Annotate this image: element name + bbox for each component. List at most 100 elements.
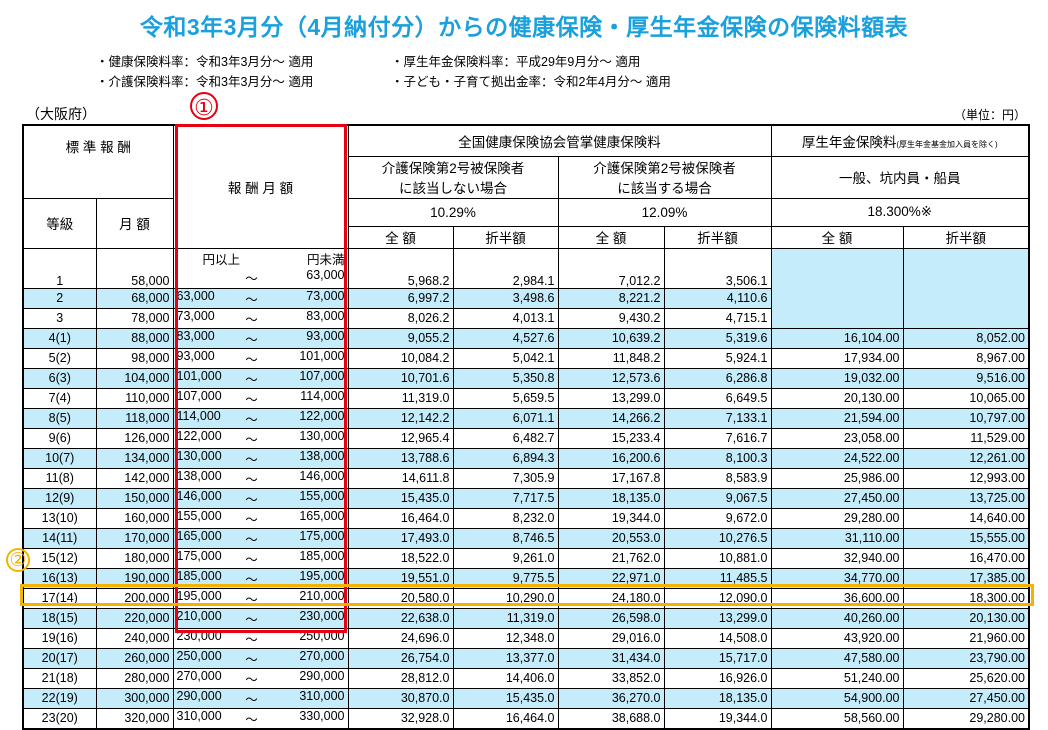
nc-full-cell: 17,493.0 (347, 527, 454, 549)
monthly-cell: 134,000 (95, 447, 174, 469)
range-to: 195,000 (299, 568, 345, 583)
c-half-cell: 4,110.6 (663, 287, 772, 309)
nc-half-cell: 5,350.8 (452, 367, 559, 389)
table-row: 16(13) 190,000 185,000 ～ 195,000 19,551.0 9,77… (22, 567, 1030, 589)
p-full-cell: 21,594.00 (770, 407, 904, 429)
table-row: 13(10) 160,000 155,000 ～ 165,000 16,464.0 8,23… (22, 507, 1030, 529)
range-tilde: ～ (245, 412, 258, 427)
c-half-cell: 9,672.0 (663, 507, 772, 529)
nc-full-cell: 5,968.2 (347, 247, 454, 289)
table-row: 5(2) 98,000 93,000 ～ 101,000 10,084.2 5,042.1 1… (22, 347, 1030, 369)
range-cell: 185,000 ～ 195,000 (172, 567, 349, 589)
rate-no-care: 10.29% (347, 197, 559, 227)
range-from: 114,000 (176, 408, 221, 423)
range-tilde: ～ (245, 352, 258, 367)
range-to: 73,000 (306, 288, 345, 303)
range-from: 122,000 (176, 428, 222, 443)
c-full-cell: 24,180.0 (557, 587, 665, 609)
header-standard-remuneration: 標 準 報 酬 (22, 124, 174, 199)
p-full-cell: 19,032.00 (770, 367, 904, 389)
range-tilde: ～ (245, 271, 258, 286)
c-half-cell: 12,090.0 (663, 587, 772, 609)
rate-care: 12.09% (557, 197, 772, 227)
range-values: 290,000 ～ 310,000 (177, 689, 345, 707)
range-tilde: ～ (245, 572, 258, 587)
nc-half-cell: 8,232.0 (452, 507, 559, 529)
range-values: 130,000 ～ 138,000 (176, 448, 345, 467)
prefecture-label: （大阪府） (26, 106, 96, 122)
range-values: 93,000 ～ 101,000 (177, 349, 345, 367)
grade-cell: 8(5) (22, 407, 97, 429)
care-line2: に該当する場合 (617, 181, 712, 196)
monthly-cell: 110,000 (95, 387, 174, 409)
grade-cell: 4(1) (22, 327, 97, 349)
nc-half-cell: 6,894.3 (452, 447, 559, 469)
range-values: 250,000 ～ 270,000 (177, 648, 345, 667)
header-no-care: 介護保険第2号被保険者 に該当しない場合 (347, 155, 559, 199)
c-full-cell: 10,639.2 (557, 327, 665, 349)
monthly-cell: 150,000 (95, 487, 174, 509)
range-to: 250,000 (299, 628, 345, 643)
p-half-cell: 21,960.00 (902, 627, 1030, 649)
range-from: 155,000 (176, 508, 222, 523)
p-half-cell: 9,516.00 (902, 367, 1030, 389)
range-to: 93,000 (306, 328, 345, 343)
p-half-cell: 29,280.00 (902, 707, 1030, 729)
nc-half-cell: 7,305.9 (452, 467, 559, 489)
nc-full-cell: 10,701.6 (347, 367, 454, 389)
p-half-cell: 23,790.00 (902, 647, 1030, 669)
range-values: ～ 63,000 (177, 268, 344, 287)
p-half-cell: 8,967.00 (902, 347, 1030, 369)
range-cell: 101,000 ～ 107,000 (172, 367, 349, 389)
range-from: 73,000 (176, 308, 215, 323)
grade-cell: 23(20) (22, 707, 97, 729)
range-to: 330,000 (299, 708, 345, 723)
range-values: 138,000 ～ 146,000 (177, 469, 345, 487)
p-half-cell: 12,261.00 (902, 447, 1030, 469)
header-nc-full: 全 額 (347, 225, 454, 249)
range-cell: 290,000 ～ 310,000 (172, 687, 349, 709)
c-half-cell: 10,881.0 (663, 547, 772, 569)
range-from: 130,000 (176, 448, 222, 463)
c-full-cell: 12,573.6 (557, 367, 665, 389)
range-tilde: ～ (245, 292, 258, 307)
range-to: 270,000 (299, 648, 345, 663)
nc-half-cell: 8,746.5 (452, 527, 559, 549)
c-half-cell: 9,067.5 (663, 487, 772, 509)
table-row: 10(7) 134,000 130,000 ～ 138,000 13,788.6 6,894… (22, 447, 1030, 469)
pension-note: (厚生年金基金加入員を除く) (896, 139, 998, 149)
table-row: 6(3) 104,000 101,000 ～ 107,000 10,701.6 5,350.… (22, 367, 1030, 389)
nc-half-cell: 16,464.0 (452, 707, 559, 729)
range-to: 138,000 (299, 448, 345, 463)
nc-half-cell: 12,348.0 (452, 627, 559, 649)
range-to: 175,000 (299, 528, 345, 543)
monthly-cell: 142,000 (95, 467, 174, 489)
header-grade: 等級 (22, 197, 97, 249)
range-cell: 122,000 ～ 130,000 (172, 427, 349, 449)
header-p-full: 全 額 (770, 225, 904, 249)
monthly-cell: 118,000 (95, 407, 174, 429)
p-full-cell: 32,940.00 (770, 547, 904, 569)
nc-half-cell: 5,659.5 (452, 387, 559, 409)
nc-full-cell: 26,754.0 (347, 647, 454, 669)
p-full-cell: 25,986.00 (770, 467, 904, 489)
range-tilde: ～ (245, 512, 258, 527)
nc-half-cell: 4,527.6 (452, 327, 559, 349)
c-half-cell: 6,649.5 (663, 387, 772, 409)
p-full-cell: 27,450.00 (770, 487, 904, 509)
p-full-cell: 16,104.00 (770, 327, 904, 349)
grade-cell: 14(11) (22, 527, 97, 549)
grade-cell: 13(10) (22, 507, 97, 529)
monthly-cell: 78,000 (95, 307, 174, 329)
monthly-cell: 320,000 (95, 707, 174, 729)
range-values: 185,000 ～ 195,000 (177, 568, 345, 587)
no-care-line1: 介護保険第2号被保険者 (381, 161, 525, 176)
p-full-cell: 54,900.00 (770, 687, 904, 709)
grade-cell: 6(3) (22, 367, 97, 389)
range-to: 230,000 (299, 608, 345, 623)
nc-full-cell: 15,435.0 (347, 487, 454, 509)
monthly-cell: 58,000 (95, 247, 174, 289)
rate-pension: 18.300%※ (770, 197, 1030, 227)
nc-full-cell: 11,319.0 (347, 387, 454, 409)
monthly-cell: 104,000 (95, 367, 174, 389)
